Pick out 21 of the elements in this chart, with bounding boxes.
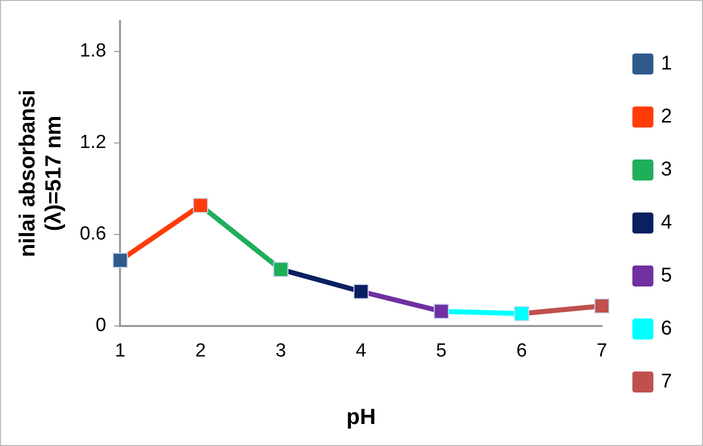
x-tick-label: 7 xyxy=(596,340,608,362)
x-tick-label: 6 xyxy=(516,340,527,362)
legend-label: 3 xyxy=(660,158,672,181)
legend-label: 5 xyxy=(660,264,672,287)
y-tick-label: 0 xyxy=(96,315,106,336)
point xyxy=(594,298,610,314)
x-tick-label: 5 xyxy=(436,340,447,362)
x-tick-label: 2 xyxy=(195,340,206,362)
x-tick-label: 1 xyxy=(114,340,126,362)
y-tick-label: 1.2 xyxy=(80,132,106,154)
legend-label: 2 xyxy=(660,106,672,128)
legend-label: 7 xyxy=(660,370,672,393)
legend-label: 6 xyxy=(660,318,672,340)
legend-label: 4 xyxy=(660,212,672,234)
x-tick-label: 3 xyxy=(275,340,286,362)
y-tick-label: 0.6 xyxy=(80,224,106,245)
y-tick-label: 1.8 xyxy=(80,40,106,62)
y-axis-title: nilai absorbansi (λ)=517 nm xyxy=(14,90,66,258)
legend-label: 1 xyxy=(660,52,672,75)
x-tick-label: 4 xyxy=(356,340,367,362)
x-axis-title: pH xyxy=(346,404,376,429)
